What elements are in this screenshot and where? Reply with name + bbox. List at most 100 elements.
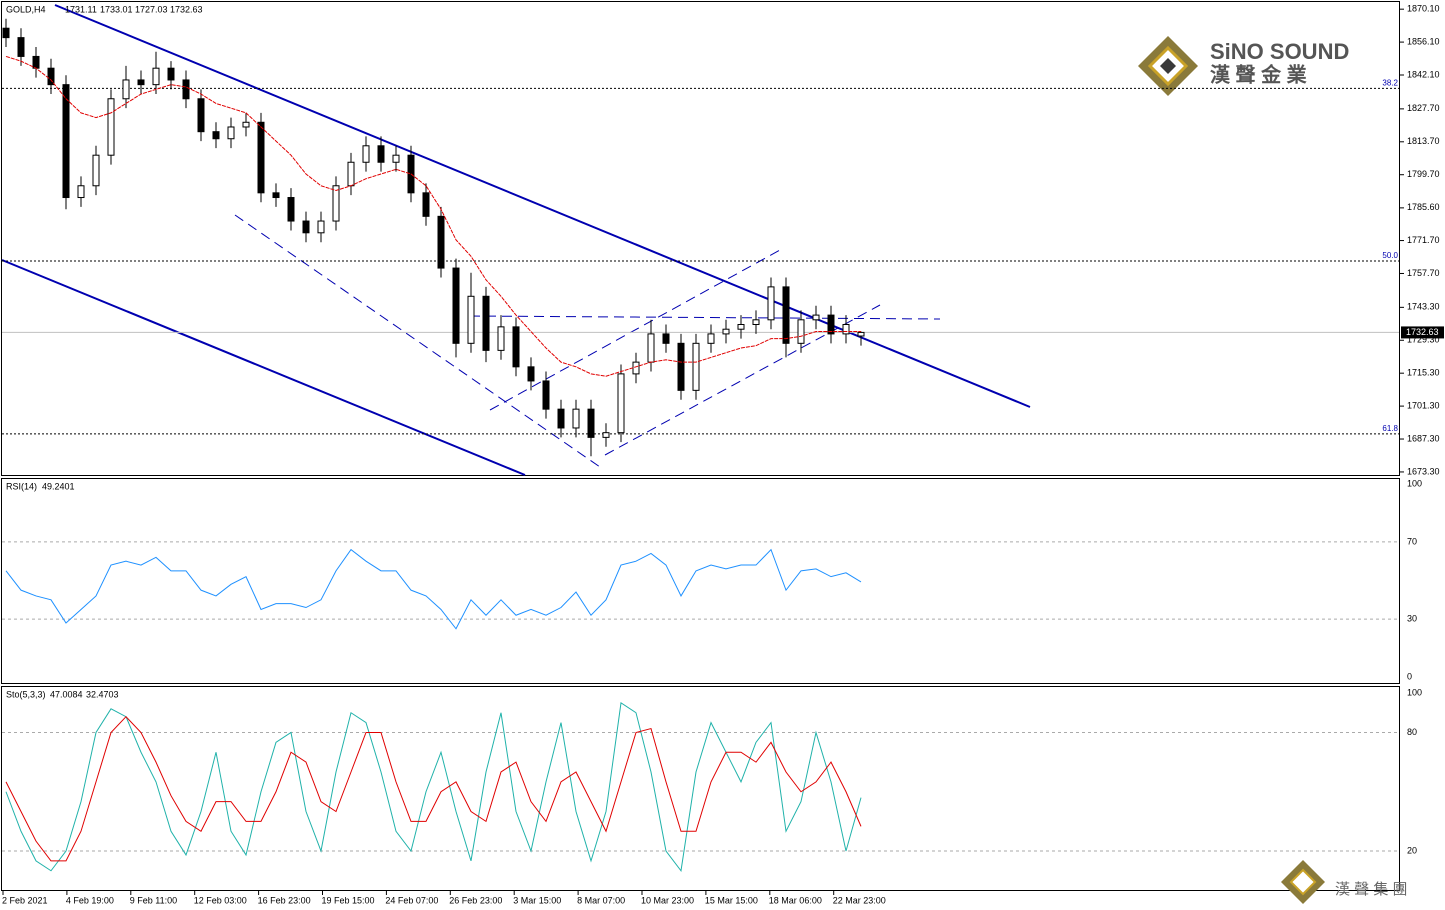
- candle-body: [332, 185, 340, 222]
- candle-body: [722, 328, 730, 335]
- candle-body: [2, 27, 10, 39]
- candle-body: [752, 319, 760, 326]
- channel-line: [489, 249, 781, 411]
- candle-body: [302, 220, 310, 234]
- neckline: [469, 315, 941, 320]
- candle-body: [272, 192, 280, 199]
- ohlc-low: 1727.03: [135, 4, 168, 14]
- candle-body: [797, 319, 805, 344]
- y-tick-label: 1842.10: [1407, 69, 1440, 79]
- y-tick-label: 1673.30: [1407, 466, 1440, 476]
- candle-body: [317, 220, 325, 234]
- y-tick-label: 1771.70: [1407, 235, 1440, 245]
- candle-body: [812, 314, 820, 321]
- candle-body: [242, 121, 250, 128]
- y-tick-label: 20: [1407, 845, 1417, 855]
- candle-body: [257, 121, 265, 194]
- candle-body: [827, 314, 835, 335]
- y-tick-label: 30: [1407, 613, 1417, 623]
- stochastic-d: 32.4703: [86, 689, 119, 699]
- candle-body: [77, 185, 85, 199]
- rsi-panel: [1, 478, 1400, 684]
- candle-body: [467, 295, 475, 344]
- candle-body: [287, 197, 295, 222]
- candle-body: [707, 333, 715, 344]
- candle-body: [587, 408, 595, 438]
- x-tick-label: 8 Mar 07:00: [577, 895, 625, 905]
- y-tick-label: 1743.30: [1407, 302, 1440, 312]
- rsi-label: RSI(14): [6, 481, 37, 491]
- candle-body: [542, 380, 550, 410]
- candle-body: [137, 79, 145, 86]
- candle-body: [767, 286, 775, 321]
- logo-brand: SiNO SOUND: [1210, 39, 1349, 64]
- ohlc-close: 1732.63: [170, 4, 203, 14]
- candle-body: [17, 37, 25, 57]
- candle-body: [167, 67, 175, 81]
- y-tick-label: 0: [1407, 671, 1412, 681]
- candle-body: [422, 192, 430, 217]
- y-tick-label: 70: [1407, 536, 1417, 546]
- y-tick-label: 1856.10: [1407, 36, 1440, 46]
- candle-body: [227, 126, 235, 140]
- y-tick-label: 1757.70: [1407, 268, 1440, 278]
- trendline: [54, 4, 1031, 408]
- candle-body: [107, 98, 115, 156]
- y-tick-label: 1729.30: [1407, 335, 1440, 345]
- moving-average: [5, 55, 861, 377]
- ohlc-open: 1731.11: [65, 4, 97, 14]
- x-tick-label: 10 Mar 23:00: [641, 895, 694, 905]
- y-tick-label: 1870.10: [1407, 4, 1440, 14]
- candle-body: [47, 67, 55, 86]
- y-tick-label: 1715.30: [1407, 368, 1440, 378]
- candle-body: [152, 67, 160, 86]
- x-tick-label: 4 Feb 19:00: [66, 895, 114, 905]
- fib-label: 50.0: [1382, 251, 1398, 260]
- y-tick-label: 1799.70: [1407, 169, 1440, 179]
- y-tick-label: 1701.30: [1407, 400, 1440, 410]
- y-tick-label: 1827.70: [1407, 103, 1440, 113]
- x-tick-label: 18 Mar 06:00: [769, 895, 822, 905]
- main-panel: [1, 1, 1400, 476]
- candle-body: [392, 154, 400, 163]
- logo-chinese: 漢 聲 金 業: [1210, 62, 1308, 86]
- fib-label: 38.2: [1382, 79, 1398, 88]
- x-tick-label: 22 Mar 23:00: [833, 895, 886, 905]
- y-tick-label: 80: [1407, 727, 1417, 737]
- stochastic-line: [5, 702, 862, 872]
- x-tick-label: 24 Feb 07:00: [385, 895, 438, 905]
- x-tick-label: 2 Feb 2021: [2, 895, 48, 905]
- y-tick-label: 1813.70: [1407, 136, 1440, 146]
- candle-body: [92, 154, 100, 187]
- x-tick-label: 3 Mar 15:00: [513, 895, 561, 905]
- stochastic-label: Sto(5,3,3): [6, 689, 46, 699]
- candle-body: [692, 342, 700, 391]
- candle-body: [62, 84, 70, 199]
- symbol-label: GOLD,H4: [6, 4, 46, 14]
- y-tick-label: 100: [1407, 687, 1422, 697]
- stochastic-k: 47.0084: [50, 689, 83, 699]
- fib-label: 61.8: [1382, 424, 1398, 433]
- candle-body: [662, 333, 670, 344]
- candle-body: [122, 79, 130, 100]
- y-tick-label: 100: [1407, 478, 1422, 488]
- logo: SiNO SOUND 漢 聲 金 業 漢 聲 集 團: [1138, 36, 1408, 904]
- candle-body: [452, 267, 460, 344]
- y-tick-label: 1785.60: [1407, 202, 1440, 212]
- price-tag: [1401, 326, 1444, 339]
- candle-body: [857, 331, 865, 337]
- candle-body: [527, 366, 535, 382]
- candle-body: [557, 408, 565, 429]
- candle-body: [617, 373, 625, 434]
- rsi-value: 49.2401: [42, 481, 75, 491]
- rsi-line: [5, 548, 862, 630]
- stochastic-panel: [1, 686, 1400, 891]
- ohlc-high: 1733.01: [100, 4, 133, 14]
- candle-body: [32, 55, 40, 69]
- candle-body: [197, 98, 205, 133]
- x-tick-label: 9 Feb 11:00: [130, 895, 177, 905]
- candle-body: [482, 295, 490, 351]
- candle-body: [647, 333, 655, 363]
- logo-footer: 漢 聲 集 團: [1335, 881, 1408, 898]
